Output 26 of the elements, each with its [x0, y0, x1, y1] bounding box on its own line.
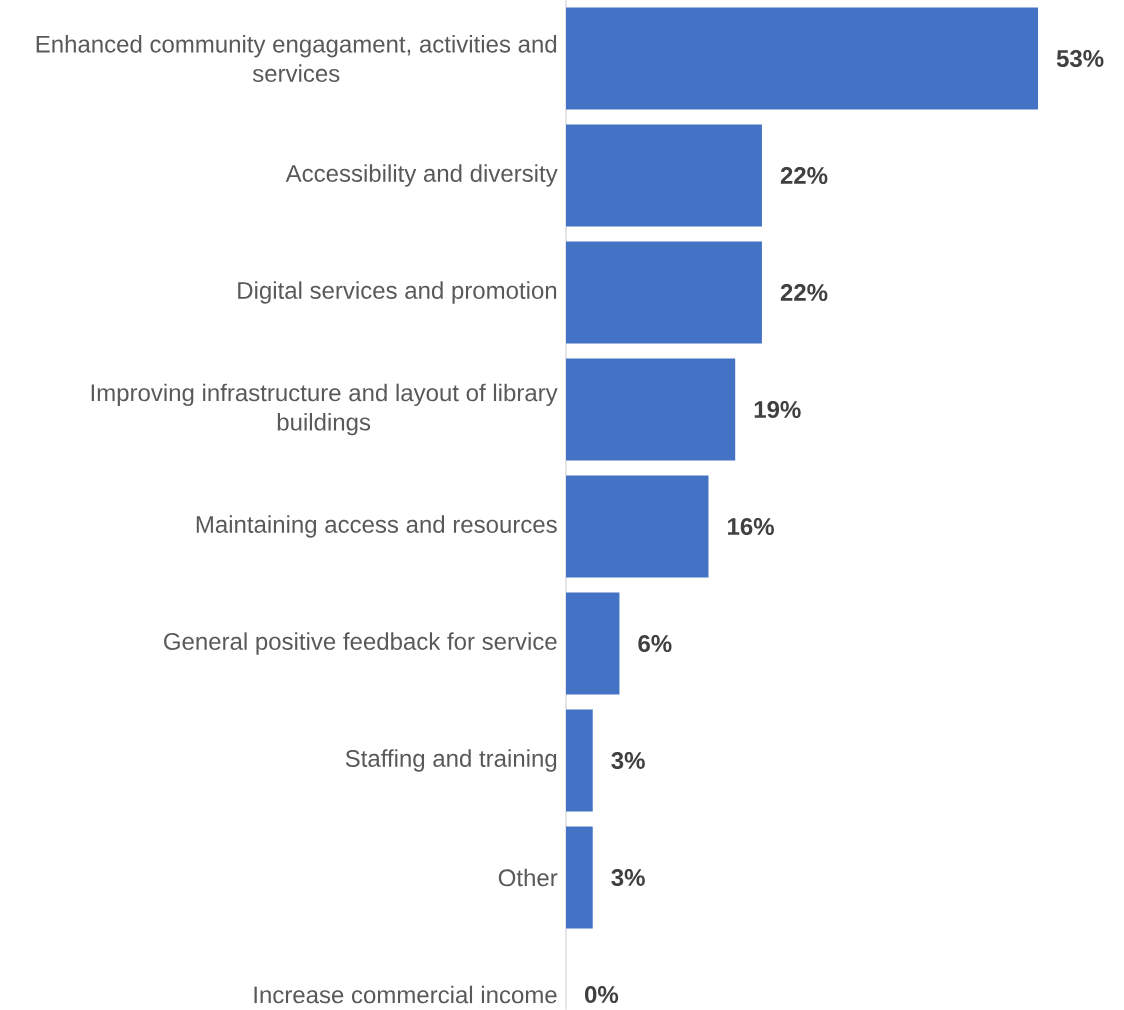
y-tick-label: Enhanced community engagament, activities and services: [36, 35, 557, 82]
bar: [566, 475, 709, 578]
bar: [566, 592, 620, 695]
y-tick-label: Other: [498, 868, 558, 887]
data-label: 19%: [754, 401, 801, 419]
bar: [566, 241, 762, 344]
y-tick-label: Digital services and promotion: [238, 281, 557, 304]
bar: [566, 124, 762, 227]
y-tick-label: Increase commercial income: [254, 985, 557, 1004]
y-tick-label: Improving infrastructure and layout of library buildings: [91, 383, 558, 436]
bar: [566, 826, 593, 929]
y-tick-label: General positive feedback for service: [164, 632, 557, 655]
data-label: 3%: [611, 752, 645, 770]
data-label: 3%: [611, 869, 645, 887]
data-label: 22%: [780, 284, 828, 301]
y-tick-label: Maintaining access and resources: [196, 515, 557, 538]
data-label: 22%: [780, 167, 828, 184]
data-label: 16%: [728, 518, 774, 536]
data-label: 0%: [584, 986, 619, 1004]
data-label: 53%: [1056, 49, 1104, 68]
bar: [566, 358, 736, 461]
bar: [566, 709, 593, 812]
y-tick-label: Staffing and training: [345, 749, 557, 772]
y-tick-label: Accessibility and diversity: [285, 164, 558, 187]
bar: [566, 7, 1039, 110]
data-label: 6%: [638, 635, 672, 653]
